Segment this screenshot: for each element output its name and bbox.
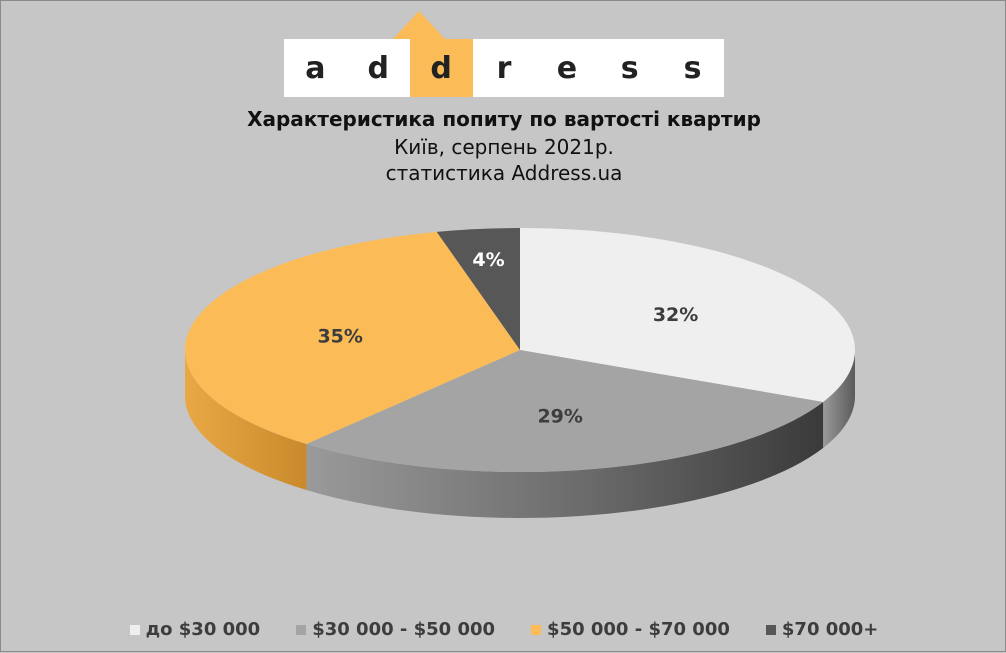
pie-tops — [184, 228, 856, 473]
legend-swatch — [765, 624, 776, 635]
pie-side-wall — [823, 350, 855, 448]
logo-letter: d — [367, 50, 390, 86]
logo-letter-highlight: d — [409, 39, 473, 97]
logo-letter: r — [496, 50, 512, 86]
legend-item: $70 000+ — [765, 619, 879, 640]
pie-slice — [184, 231, 520, 444]
logo-letter: s — [620, 50, 639, 86]
chart-title: Характеристика попиту по вартості кварти… — [247, 107, 761, 131]
legend-label: $30 000 - $50 000 — [312, 619, 496, 640]
logo-tab — [393, 11, 445, 39]
pie-side-wall — [185, 350, 307, 490]
legend-item: $50 000 - $70 000 — [531, 619, 730, 640]
legend-label: $50 000 - $70 000 — [547, 619, 730, 640]
legend-swatch — [129, 624, 140, 635]
slice-data-label: 29% — [537, 405, 582, 427]
logo-letter: e — [556, 50, 578, 86]
pie-sides — [185, 350, 855, 518]
logo-letter: a — [305, 50, 326, 86]
slice-data-label: 35% — [317, 325, 362, 347]
legend-swatch — [296, 624, 307, 635]
legend-label: $70 000+ — [781, 619, 879, 640]
pie-slice — [436, 228, 520, 350]
legend-swatch — [531, 624, 542, 635]
chart-subtitle-location: Київ, серпень 2021р. — [394, 135, 614, 159]
pie-slice — [520, 228, 856, 402]
pie-side-wall — [306, 401, 824, 518]
legend: до $30 000 $30 000 - $50 000 $50 000 - $… — [1, 619, 1006, 640]
pie-labels: 32% 29% 35% 4% — [317, 249, 698, 427]
slice-data-label: 4% — [472, 249, 504, 271]
legend-label: до $30 000 — [145, 619, 261, 640]
legend-item: $30 000 - $50 000 — [296, 619, 495, 640]
slice-data-label: 32% — [653, 304, 698, 326]
pie-slice — [306, 350, 824, 473]
legend-item: до $30 000 — [129, 619, 261, 640]
chart-subtitle-source: статистика Address.ua — [385, 161, 623, 185]
logo-letter: s — [683, 50, 702, 86]
address-logo: a d d r e s s — [284, 39, 724, 97]
